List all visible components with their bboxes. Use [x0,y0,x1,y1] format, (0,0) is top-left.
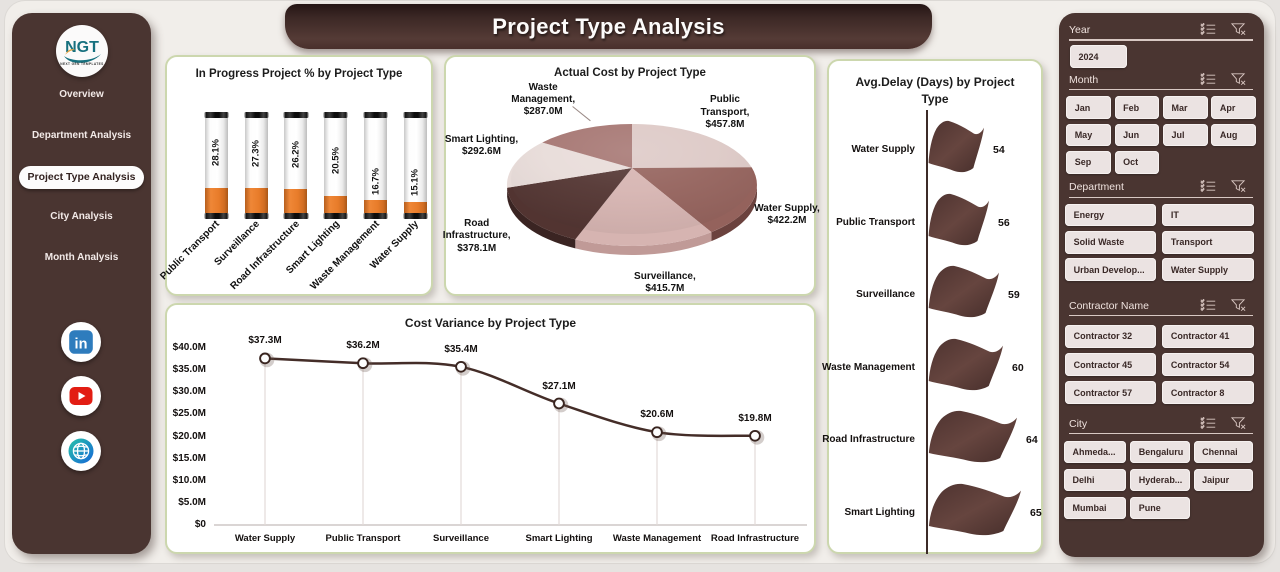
svg-text:NGT: NGT [65,39,99,56]
svg-text:in: in [75,337,88,353]
svg-text:NEXT GEN TEMPLATES: NEXT GEN TEMPLATES [60,62,103,66]
